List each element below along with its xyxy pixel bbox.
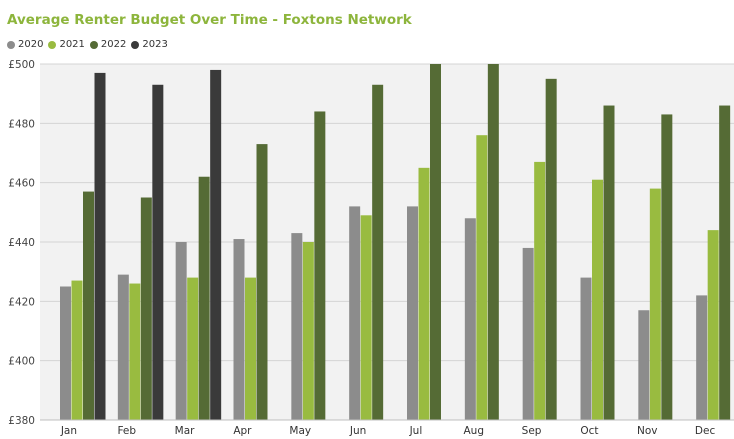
bar-2021-Oct (592, 179, 603, 420)
x-tick-label: Mar (175, 425, 195, 437)
bar-2021-Apr (245, 277, 256, 420)
bar-2020-Jun (349, 206, 361, 420)
y-tick-label: £420 (8, 296, 35, 308)
bar-2022-Oct (603, 105, 615, 421)
x-tick-label: Jul (409, 425, 423, 437)
bar-2023-Jan (94, 72, 106, 421)
bar-2021-Jun (360, 215, 372, 420)
y-tick-label: £400 (8, 356, 35, 368)
bar-2020-Oct (580, 277, 592, 420)
y-tick-label: £500 (8, 59, 35, 71)
bar-2022-Jul (430, 64, 441, 420)
bar-2020-Nov (638, 310, 650, 420)
bar-2021-Mar (187, 277, 199, 420)
legend-item-2023: 2023 (131, 39, 168, 50)
legend-swatch-2022 (89, 40, 98, 49)
chart-legend: 2020 2021 2022 2023 (7, 39, 173, 50)
bar-2020-Jan (60, 286, 71, 420)
legend-swatch-2020 (7, 40, 15, 49)
legend-label-2023: 2023 (142, 39, 168, 50)
x-tick-label: Apr (233, 425, 252, 437)
bar-2022-Apr (256, 144, 268, 420)
bar-2020-Dec (696, 295, 708, 420)
x-tick-label: Nov (637, 425, 658, 437)
bar-2022-Mar (198, 176, 210, 420)
x-tick-label: May (289, 425, 311, 437)
legend-item-2020: 2020 (7, 39, 43, 50)
legend-item-2022: 2022 (89, 39, 127, 50)
legend-label-2022: 2022 (100, 39, 127, 50)
bar-2020-Sep (522, 247, 534, 420)
bar-2021-Aug (476, 135, 488, 420)
bar-2020-May (291, 233, 303, 420)
x-tick-label: Jun (349, 425, 366, 437)
x-tick-label: Jan (60, 425, 77, 437)
bar-2022-Sep (545, 78, 557, 420)
legend-label-2020: 2020 (18, 39, 44, 50)
bar-2022-Nov (661, 114, 673, 420)
bar-2022-May (314, 111, 326, 420)
bar-2020-Apr (233, 239, 245, 420)
bar-2020-Mar (175, 242, 187, 420)
legend-item-2021: 2021 (48, 39, 85, 50)
y-tick-label: £480 (8, 118, 35, 130)
bar-2022-Dec (719, 105, 731, 421)
x-tick-label: Dec (695, 425, 716, 437)
bar-2022-Jun (372, 84, 384, 421)
bar-2021-Jul (418, 167, 430, 420)
bar-2021-Sep (534, 161, 546, 420)
legend-swatch-2021 (48, 40, 57, 49)
bar-2020-Jul (407, 206, 418, 420)
y-tick-label: £380 (8, 415, 35, 427)
bar-2021-May (302, 242, 314, 420)
bar-2020-Feb (117, 274, 129, 420)
x-tick-label: Feb (117, 425, 136, 437)
bar-2020-Aug (464, 218, 476, 420)
bar-2023-Mar (210, 69, 222, 420)
bar-2022-Aug (487, 64, 499, 420)
bar-2021-Dec (707, 230, 719, 420)
y-tick-label: £440 (8, 237, 35, 249)
bar-2022-Feb (140, 197, 152, 420)
bar-2021-Feb (129, 283, 141, 420)
x-tick-label: Sep (522, 425, 542, 437)
bar-2021-Nov (649, 188, 661, 420)
chart-title: Average Renter Budget Over Time - Foxton… (7, 12, 412, 28)
bar-2023-Feb (152, 84, 164, 421)
legend-swatch-2023 (131, 40, 140, 49)
legend-label-2021: 2021 (59, 39, 85, 50)
y-tick-label: £460 (8, 178, 35, 190)
bar-2022-Jan (83, 191, 94, 420)
bar-2021-Jan (71, 280, 83, 420)
x-tick-label: Oct (580, 425, 598, 437)
x-tick-label: Aug (463, 425, 484, 437)
